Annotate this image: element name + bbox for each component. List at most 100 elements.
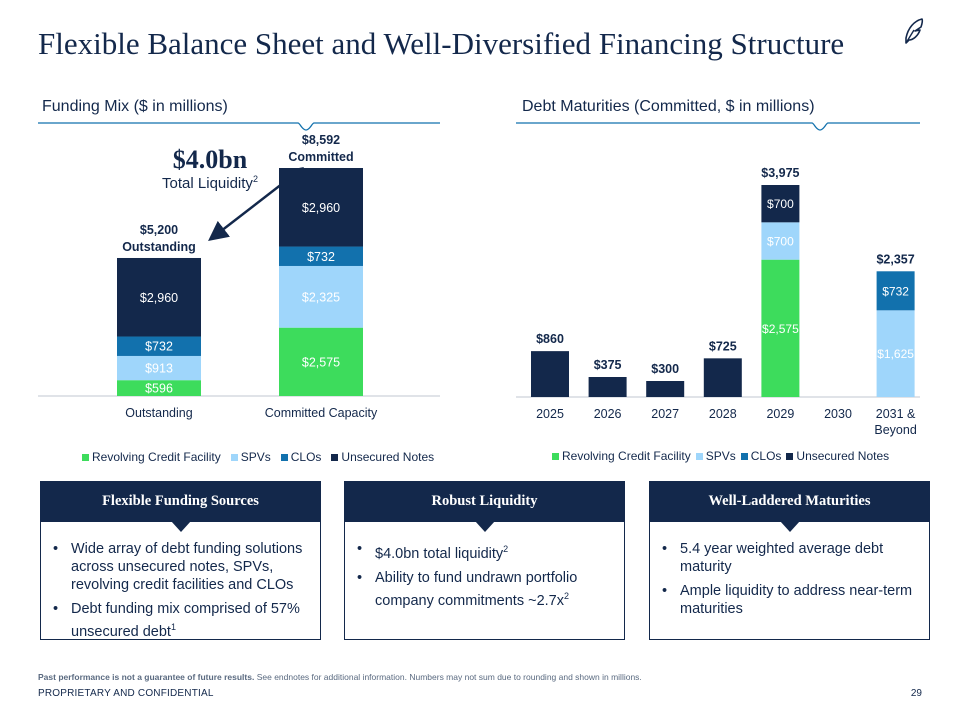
legend-label-spvs: SPVs (240, 450, 271, 464)
x-tick-2027: 2027 (651, 407, 679, 421)
legend-item-revolving-credit-facility: Revolving Credit Facility (552, 449, 691, 463)
x-tick-2025: 2025 (536, 407, 564, 421)
legend-label-spvs: SPVs (705, 449, 736, 463)
total-amount-outstanding: $5,200 (140, 223, 178, 237)
box-body-robust-liquidity: $4.0bn total liquidity2 Ability to fund u… (344, 522, 625, 640)
total-label-2031-beyond: $2,357 (876, 252, 914, 266)
legend-item-revolving-credit-facility: Revolving Credit Facility (82, 450, 221, 464)
bar-2025-unsecured-notes (531, 351, 569, 397)
x-tick-2026: 2026 (594, 407, 622, 421)
page-title: Flexible Balance Sheet and Well-Diversif… (38, 26, 845, 61)
box-body-well-laddered-maturities: 5.4 year weighted average debt maturity A… (649, 522, 930, 640)
bar-outstanding-spvs (117, 355, 201, 381)
data-label-2029-unsecured-notes: $700 (767, 197, 794, 211)
bar-committed-capacity-unsecured-notes (279, 168, 363, 247)
feather-logo-icon (905, 18, 924, 44)
total-label-2025: $860 (536, 332, 564, 346)
data-label-2029-revolving-credit-facility: $2,575 (762, 322, 799, 336)
total-label-2026: $375 (594, 358, 622, 372)
x-tick-outstanding: Outstanding (125, 406, 192, 420)
legend-item-clos: CLOs (280, 450, 322, 464)
data-label-committed-capacity-revolving-credit-facility: $2,575 (302, 355, 340, 369)
total-caption-committed-capacity: Committed (288, 150, 353, 164)
bar-committed-capacity-revolving-credit-facility (279, 327, 363, 396)
data-label-committed-capacity-spvs: $2,325 (302, 290, 340, 304)
bar-2026-unsecured-notes (588, 377, 627, 397)
legend-swatch-unsecured-notes (786, 452, 794, 460)
legend-label-revolving-credit-facility: Revolving Credit Facility (562, 449, 691, 463)
bar-2029-revolving-credit-facility (761, 259, 800, 397)
x-tick-committed-capacity: Committed Capacity (265, 406, 378, 420)
box-bullet-robust-liquidity: Ability to fund undrawn portfolio compan… (353, 569, 616, 610)
bar-2029-spvs (761, 222, 800, 260)
data-label-2031-beyond-clos: $732 (882, 284, 909, 298)
x-tick-2031-beyond: 2031 & (876, 407, 916, 421)
bar-outstanding-unsecured-notes (117, 257, 201, 337)
bar-committed-capacity-clos (279, 246, 363, 266)
data-label-outstanding-revolving-credit-facility: $596 (145, 382, 173, 396)
total-label-2029: $3,975 (761, 166, 799, 180)
legend-swatch-revolving-credit-facility (82, 453, 89, 461)
data-label-outstanding-spvs: $913 (145, 362, 173, 376)
legend-label-clos: CLOs (750, 449, 782, 463)
debt-maturities-heading: Debt Maturities (Committed, $ in million… (522, 98, 815, 115)
x-tick-2031-beyond-line2: Beyond (874, 423, 916, 437)
legend-item-unsecured-notes: Unsecured Notes (331, 450, 434, 464)
footnote: Past performance is not a guarantee of f… (38, 672, 642, 682)
box-bullet-flexible-funding-sources: Debt funding mix comprised of 57% unsecu… (49, 600, 312, 641)
page-number: 29 (910, 688, 922, 699)
legend-swatch-spvs (695, 452, 703, 460)
funding-mix-rule (38, 122, 440, 131)
box-bullet-flexible-funding-sources: Wide array of debt funding solutions acr… (49, 540, 312, 594)
data-label-outstanding-clos: $732 (145, 340, 173, 354)
box-notch-flexible-funding-sources (170, 521, 191, 532)
bar-2029-unsecured-notes (761, 185, 800, 223)
data-label-committed-capacity-clos: $732 (307, 250, 335, 264)
total-label-2028: $725 (709, 339, 737, 353)
legend-item-spvs: SPVs (695, 449, 736, 463)
bar-outstanding-clos (117, 336, 201, 356)
legend-swatch-clos (740, 452, 748, 460)
legend-swatch-clos (280, 453, 288, 461)
legend-label-unsecured-notes: Unsecured Notes (796, 449, 890, 463)
box-body-flexible-funding-sources: Wide array of debt funding solutions acr… (40, 522, 321, 640)
legend-label-unsecured-notes: Unsecured Notes (341, 450, 435, 464)
bar-2031-beyond-clos (876, 271, 915, 311)
debt-maturities-chart: $860 2025 $375 2026 $300 2027 $725 2028 $2,575 $7… (516, 166, 920, 437)
total-caption-outstanding: Outstanding (122, 240, 196, 254)
box-bullet-robust-liquidity: $4.0bn total liquidity2 (353, 540, 616, 563)
data-label-committed-capacity-unsecured-notes: $2,960 (302, 201, 340, 215)
bar-outstanding-revolving-credit-facility (117, 380, 201, 396)
legend-swatch-revolving-credit-facility (552, 452, 559, 460)
funding-mix-chart: $596 $913 $732 $2,960 $5,200 Outstanding Outst… (38, 133, 440, 420)
confidential-label: PROPRIETARY AND CONFIDENTIAL (38, 688, 214, 699)
debt-maturities-rule (516, 122, 920, 131)
legend-item-clos: CLOs (740, 449, 782, 463)
legend-label-revolving-credit-facility: Revolving Credit Facility (92, 450, 221, 464)
legend-swatch-unsecured-notes (331, 453, 339, 461)
box-notch-well-laddered-maturities (779, 521, 800, 532)
total-label-2027: $300 (651, 362, 679, 376)
box-title-robust-liquidity: Robust Liquidity (344, 481, 625, 522)
funding-mix-heading: Funding Mix ($ in millions) (42, 98, 228, 115)
box-title-flexible-funding-sources: Flexible Funding Sources (40, 481, 321, 522)
box-bullet-well-laddered-maturities: 5.4 year weighted average debt maturity (658, 540, 921, 576)
funding-mix-legend: Revolving Credit Facility SPVs CLOs Unsecur… (82, 450, 434, 464)
x-tick-2028: 2028 (709, 407, 737, 421)
total-amount-committed-capacity: $8,592 (302, 133, 340, 147)
x-tick-2030: 2030 (824, 407, 852, 421)
legend-item-unsecured-notes: Unsecured Notes (786, 449, 889, 463)
x-tick-2029: 2029 (766, 407, 794, 421)
bar-2028-unsecured-notes (703, 358, 742, 397)
bar-2031-beyond-spvs (876, 310, 915, 397)
data-label-2029-spvs: $700 (767, 235, 794, 249)
bar-2027-unsecured-notes (646, 381, 685, 397)
legend-label-clos: CLOs (290, 450, 322, 464)
legend-item-spvs: SPVs (230, 450, 271, 464)
debt-maturities-legend: Revolving Credit Facility SPVs CLOs Unsecur… (552, 449, 889, 463)
box-title-well-laddered-maturities: Well-Laddered Maturities (649, 481, 930, 522)
data-label-2031-beyond-spvs: $1,625 (877, 347, 914, 361)
box-bullet-well-laddered-maturities: Ample liquidity to address near-term mat… (658, 582, 921, 618)
box-notch-robust-liquidity (474, 521, 495, 532)
legend-swatch-spvs (230, 453, 238, 461)
